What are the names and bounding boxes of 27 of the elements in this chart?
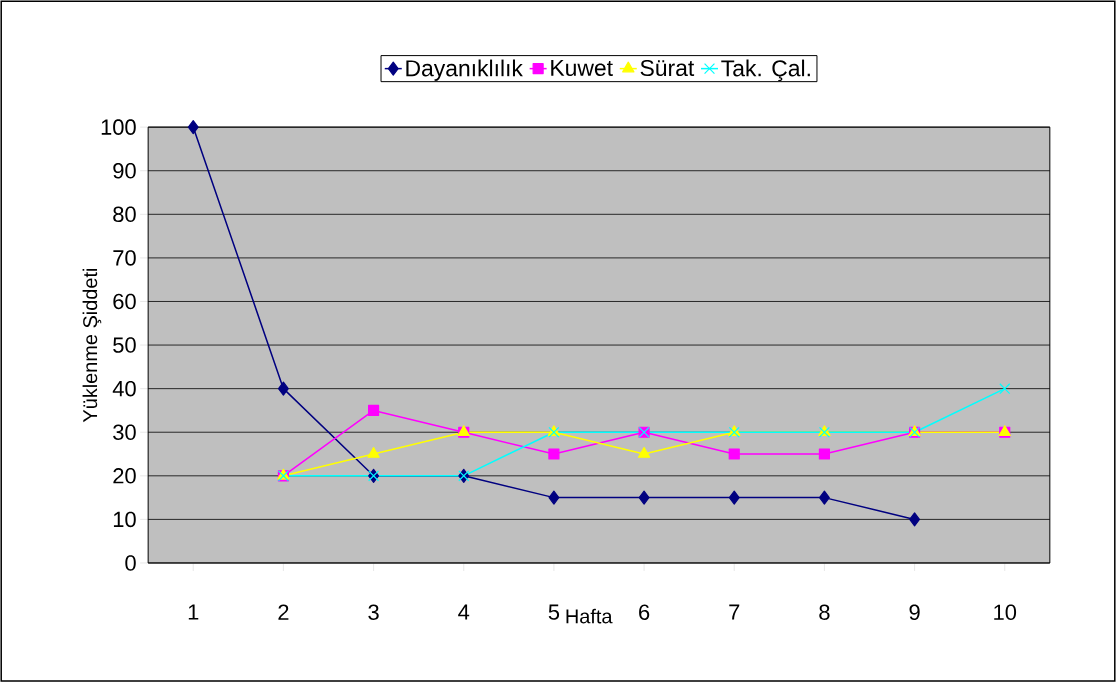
x-tick-label: 7 (729, 604, 740, 620)
legend-label: Kuwet (551, 59, 613, 76)
y-tick-label: 80 (113, 206, 136, 223)
y-tick-label: 100 (101, 119, 136, 135)
y-tick-label: 30 (113, 424, 136, 440)
y-tick-label: 40 (112, 380, 136, 397)
y-tick-label: 50 (113, 337, 136, 353)
x-tick-label: 3 (368, 604, 379, 620)
x-tick-label: 4 (458, 604, 470, 620)
x-tick-label: 2 (278, 604, 289, 620)
x-tick-label: 1 (188, 604, 199, 620)
x-tick-label: 9 (909, 604, 920, 620)
y-tick-label: 70 (113, 250, 136, 266)
y-tick-label: 0 (125, 555, 136, 571)
x-tick-label: 6 (639, 604, 650, 620)
x-axis-title: Hafta (566, 608, 613, 624)
y-tick-label: 10 (113, 511, 136, 528)
y-tick-label: 60 (113, 293, 136, 310)
y-tick-label: 20 (113, 467, 136, 484)
x-tick-label: 8 (819, 604, 830, 620)
x-tick-label: 5 (548, 604, 560, 620)
y-axis-title: Yüklenme Şiddeti (82, 268, 102, 423)
x-tick-label: 10 (994, 604, 1017, 620)
legend-label: Sürat (640, 59, 695, 77)
legend-label: Dayanıklılık (406, 59, 523, 81)
legend-label: Tak. Çal. (721, 59, 810, 81)
y-tick-label: 90 (113, 162, 136, 179)
